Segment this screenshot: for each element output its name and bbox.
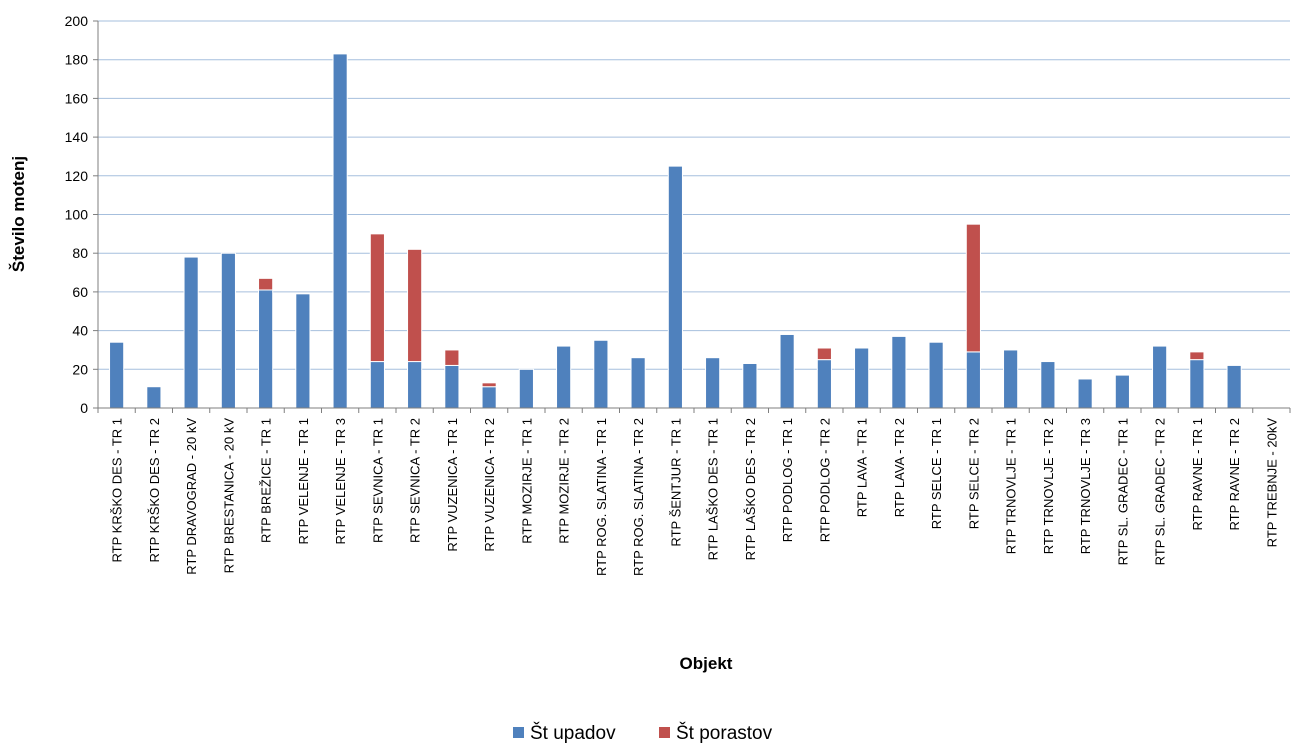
bar-porastov bbox=[444, 349, 460, 366]
x-category-label: RTP KRŠKO DES - TR 2 bbox=[147, 418, 162, 563]
bar-upadov bbox=[220, 252, 236, 409]
bar-upadov bbox=[779, 333, 795, 409]
x-axis-title: Objekt bbox=[680, 654, 733, 673]
x-category-label: RTP DRAVOGRAD - 20 kV bbox=[184, 418, 199, 575]
x-category-label: RTP VUZENICA - TR 2 bbox=[482, 418, 497, 552]
x-category-label: RTP SL. GRADEC - TR 1 bbox=[1115, 418, 1130, 565]
bar-upadov bbox=[1226, 364, 1242, 409]
bar-upadov bbox=[332, 53, 348, 409]
x-category-label: RTP SEVNICA - TR 2 bbox=[408, 418, 423, 543]
x-category-label: RTP SEVNICA - TR 1 bbox=[370, 418, 385, 543]
x-category-label: RTP MOZIRJE - TR 2 bbox=[557, 418, 572, 544]
y-tick-label: 20 bbox=[72, 361, 88, 377]
y-tick-label: 200 bbox=[65, 13, 89, 29]
bar-upadov bbox=[593, 339, 609, 409]
y-tick-label: 80 bbox=[72, 245, 88, 261]
bar-upadov bbox=[556, 345, 572, 409]
x-category-label: RTP RAVNE - TR 2 bbox=[1227, 418, 1242, 530]
x-category-label: RTP MOZIRJE - TR 1 bbox=[519, 418, 534, 544]
bar-porastov bbox=[816, 347, 832, 361]
x-category-label: RTP TRNOVLJE - TR 2 bbox=[1041, 418, 1056, 554]
bar-upadov bbox=[816, 359, 832, 409]
y-tick-label: 40 bbox=[72, 323, 88, 339]
bar-upadov bbox=[667, 165, 683, 409]
x-category-label: RTP PODLOG - TR 2 bbox=[817, 418, 832, 542]
bar-upadov bbox=[481, 386, 497, 409]
x-category-label: RTP VELENJE - TR 3 bbox=[333, 418, 348, 544]
x-category-label: RTP VELENJE - TR 1 bbox=[296, 418, 311, 544]
legend: Št upadov Št porastov bbox=[513, 722, 773, 744]
x-category-label: RTP LAVA - TR 2 bbox=[892, 418, 907, 517]
bar-upadov bbox=[444, 364, 460, 409]
x-category-label: RTP ROG. SLATINA - TR 1 bbox=[594, 418, 609, 576]
y-axis-title: Število motenj bbox=[9, 156, 28, 272]
axes bbox=[97, 21, 1290, 409]
bar-upadov bbox=[854, 347, 870, 409]
x-category-label: RTP LAŠKO DES - TR 1 bbox=[706, 418, 721, 560]
x-category-label: RTP SELCE - TR 1 bbox=[929, 418, 944, 529]
legend-label-upadov: Št upadov bbox=[530, 722, 616, 744]
bar-porastov bbox=[481, 382, 497, 388]
bar-porastov bbox=[965, 223, 981, 353]
bar-upadov bbox=[630, 357, 646, 409]
x-category-label: RTP TRNOVLJE - TR 3 bbox=[1078, 418, 1093, 554]
bar-upadov bbox=[928, 341, 944, 409]
y-tick-label: 60 bbox=[72, 284, 88, 300]
y-tick-label: 180 bbox=[65, 52, 89, 68]
bar-upadov bbox=[109, 341, 125, 409]
x-category-label: RTP RAVNE - TR 1 bbox=[1190, 418, 1205, 530]
y-tick-label: 100 bbox=[65, 207, 89, 223]
y-tick-label: 120 bbox=[65, 168, 89, 184]
x-category-label: RTP LAVA - TR 1 bbox=[855, 418, 870, 517]
x-category-label: RTP KRŠKO DES - TR 1 bbox=[110, 418, 125, 563]
bar-upadov bbox=[369, 361, 385, 409]
y-tick-labels: 0 20 40 60 80 100 120 140 160 180 200 bbox=[65, 13, 89, 416]
x-category-label: RTP VUZENICA - TR 1 bbox=[445, 418, 460, 552]
x-category-label: RTP SELCE - TR 2 bbox=[966, 418, 981, 529]
bar-porastov bbox=[369, 233, 385, 363]
x-category-label: RTP TRNOVLJE - TR 1 bbox=[1004, 418, 1019, 554]
legend-label-porastov: Št porastov bbox=[676, 722, 773, 744]
x-category-label: RTP TREBNJE - 20kV bbox=[1264, 418, 1279, 548]
bar-upadov bbox=[1077, 378, 1093, 409]
x-category-label: RTP BRESTANICA - 20 kV bbox=[221, 418, 236, 574]
legend-swatch-porastov bbox=[659, 727, 670, 738]
legend-item-porastov: Št porastov bbox=[659, 722, 773, 744]
bar-upadov bbox=[146, 386, 162, 409]
bar-porastov bbox=[407, 248, 423, 363]
legend-item-upadov: Št upadov bbox=[513, 722, 616, 744]
bar-upadov bbox=[1189, 359, 1205, 409]
x-category-label: RTP PODLOG - TR 1 bbox=[780, 418, 795, 542]
bar-upadov bbox=[183, 256, 199, 409]
bar-upadov bbox=[518, 368, 534, 409]
bar-upadov bbox=[1152, 345, 1168, 409]
bar-upadov bbox=[891, 335, 907, 409]
bar-upadov bbox=[705, 357, 721, 409]
bar-upadov bbox=[407, 361, 423, 409]
bar-upadov bbox=[258, 289, 274, 409]
bar-upadov bbox=[1040, 361, 1056, 409]
bar-porastov bbox=[1189, 351, 1205, 361]
bar-porastov bbox=[258, 277, 274, 291]
x-category-label: RTP ROG. SLATINA - TR 2 bbox=[631, 418, 646, 576]
bar-upadov bbox=[1114, 374, 1130, 409]
legend-swatch-upadov bbox=[513, 727, 524, 738]
x-category-label: RTP BREŽICE - TR 1 bbox=[259, 418, 274, 543]
bars bbox=[109, 53, 1242, 409]
bar-upadov bbox=[1003, 349, 1019, 409]
x-category-label: RTP SL. GRADEC - TR 2 bbox=[1153, 418, 1168, 565]
y-tick-label: 160 bbox=[65, 90, 89, 106]
y-tick-label: 0 bbox=[80, 400, 88, 416]
y-tick-label: 140 bbox=[65, 129, 89, 145]
x-category-label: RTP LAŠKO DES - TR 2 bbox=[743, 418, 758, 560]
bar-upadov bbox=[742, 362, 758, 409]
bar-upadov bbox=[965, 351, 981, 409]
x-category-label: RTP ŠENTJUR - TR 1 bbox=[668, 418, 683, 547]
bar-upadov bbox=[295, 293, 311, 409]
x-category-labels: RTP KRŠKO DES - TR 1 RTP KRŠKO DES - TR 2… bbox=[110, 418, 1280, 576]
